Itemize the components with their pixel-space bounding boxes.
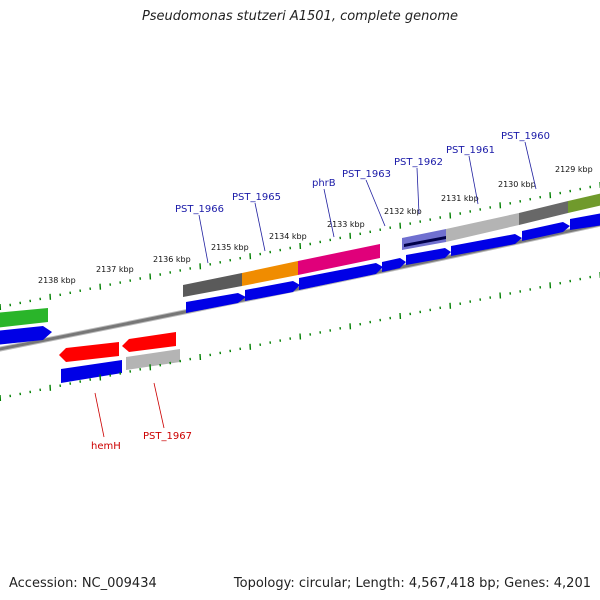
feature-green-left[interactable] xyxy=(0,308,48,328)
scale-label: 2137 kbp xyxy=(96,265,134,274)
feature-darkblue xyxy=(404,236,446,247)
scale-label: 2133 kbp xyxy=(327,220,365,229)
topology-text: Topology: circular; Length: 4,567,418 bp… xyxy=(233,576,591,591)
feature-orange[interactable] xyxy=(242,261,298,286)
feature-gray-b[interactable] xyxy=(519,201,568,225)
cds-1960[interactable] xyxy=(522,222,570,241)
forward-gene-labels: PST_1966 PST_1965 phrB PST_1963 PST_1962… xyxy=(175,131,550,264)
feature-lightgray[interactable] xyxy=(446,213,519,242)
cds-1961[interactable] xyxy=(451,234,522,256)
cds-hemH[interactable] xyxy=(61,360,122,383)
reverse-feature-band xyxy=(59,332,180,383)
cds-1967-red[interactable] xyxy=(122,332,176,352)
scale-label: 2130 kbp xyxy=(498,180,536,189)
scale-label: 2134 kbp xyxy=(269,232,307,241)
scale-label: 2136 kbp xyxy=(153,255,191,264)
gene-label-hemh[interactable]: hemH xyxy=(91,441,121,452)
cds-1962[interactable] xyxy=(406,248,451,265)
gene-label-pst1965[interactable]: PST_1965 xyxy=(232,192,281,203)
cds-1963[interactable] xyxy=(382,258,406,272)
cds-right[interactable] xyxy=(570,213,600,230)
map-title: Pseudomonas stutzeri A1501, complete gen… xyxy=(141,9,459,24)
reverse-gene-labels: hemH PST_1967 xyxy=(91,382,192,452)
gene-label-pst1960[interactable]: PST_1960 xyxy=(501,131,550,142)
cds-1966[interactable] xyxy=(186,293,246,313)
scale-label: 2135 kbp xyxy=(211,243,249,252)
gene-label-pst1967[interactable]: PST_1967 xyxy=(143,431,192,442)
feature-olive[interactable] xyxy=(568,193,600,213)
gene-label-phrb[interactable]: phrB xyxy=(312,178,336,189)
cds-1965[interactable] xyxy=(245,281,300,301)
cds-1967[interactable] xyxy=(126,349,180,370)
scale-label: 2129 kbp xyxy=(555,165,593,174)
gene-label-pst1963[interactable]: PST_1963 xyxy=(342,169,391,180)
cds-left[interactable] xyxy=(0,326,52,345)
scale-label: 2132 kbp xyxy=(384,207,422,216)
cds-hemH-red[interactable] xyxy=(59,342,119,362)
cds-phrB[interactable] xyxy=(299,263,383,290)
scale-ticks-lower xyxy=(0,272,600,402)
feature-gray-a[interactable] xyxy=(183,273,242,297)
gene-label-pst1962[interactable]: PST_1962 xyxy=(394,157,443,168)
scale-label: 2131 kbp xyxy=(441,194,479,203)
gene-label-pst1966[interactable]: PST_1966 xyxy=(175,204,224,215)
scale-ticks-upper xyxy=(0,182,600,311)
accession-text: Accession: NC_009434 xyxy=(9,576,157,591)
feature-pink[interactable] xyxy=(298,244,380,275)
scale-label: 2138 kbp xyxy=(38,276,76,285)
forward-feature-band xyxy=(0,193,600,345)
scale-labels: 2138 kbp 2137 kbp 2136 kbp 2135 kbp 2134… xyxy=(38,165,593,285)
gene-label-pst1961[interactable]: PST_1961 xyxy=(446,145,495,156)
